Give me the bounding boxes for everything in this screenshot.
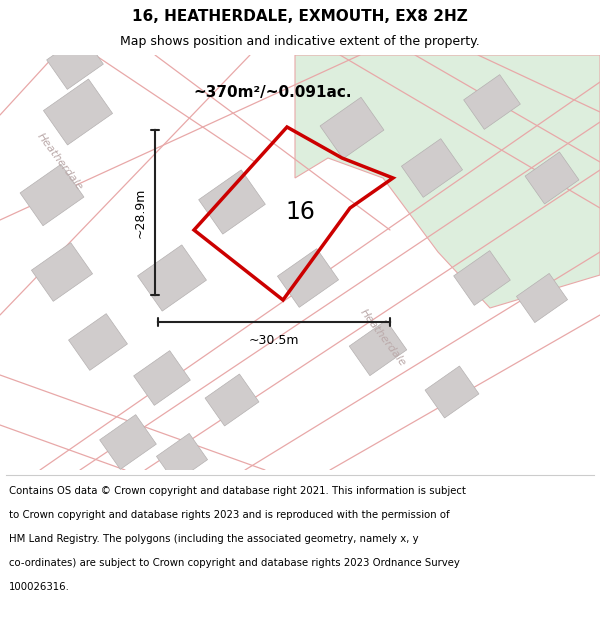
- Polygon shape: [199, 170, 265, 234]
- Polygon shape: [425, 366, 479, 418]
- Text: ~370m²/~0.091ac.: ~370m²/~0.091ac.: [193, 84, 352, 99]
- Polygon shape: [20, 164, 84, 226]
- Polygon shape: [43, 79, 113, 145]
- Polygon shape: [349, 321, 407, 376]
- Polygon shape: [454, 251, 511, 306]
- Polygon shape: [137, 245, 206, 311]
- Text: ~28.9m: ~28.9m: [134, 188, 147, 238]
- Polygon shape: [31, 242, 92, 301]
- Polygon shape: [68, 314, 127, 371]
- Text: HM Land Registry. The polygons (including the associated geometry, namely x, y: HM Land Registry. The polygons (includin…: [9, 534, 419, 544]
- Polygon shape: [157, 433, 208, 482]
- Text: Heatherdale: Heatherdale: [35, 131, 85, 192]
- Polygon shape: [525, 152, 579, 204]
- Polygon shape: [277, 249, 338, 308]
- Polygon shape: [401, 139, 463, 198]
- Text: co-ordinates) are subject to Crown copyright and database rights 2023 Ordnance S: co-ordinates) are subject to Crown copyr…: [9, 558, 460, 568]
- Polygon shape: [517, 273, 568, 322]
- Text: ~30.5m: ~30.5m: [249, 334, 299, 346]
- Text: 16, HEATHERDALE, EXMOUTH, EX8 2HZ: 16, HEATHERDALE, EXMOUTH, EX8 2HZ: [132, 9, 468, 24]
- Polygon shape: [134, 351, 190, 406]
- Polygon shape: [295, 55, 600, 308]
- Polygon shape: [464, 74, 520, 129]
- Text: to Crown copyright and database rights 2023 and is reproduced with the permissio: to Crown copyright and database rights 2…: [9, 509, 449, 519]
- Text: Contains OS data © Crown copyright and database right 2021. This information is : Contains OS data © Crown copyright and d…: [9, 486, 466, 496]
- Text: Map shows position and indicative extent of the property.: Map shows position and indicative extent…: [120, 35, 480, 48]
- Polygon shape: [320, 98, 384, 159]
- Text: 100026316.: 100026316.: [9, 582, 70, 592]
- Text: 16: 16: [285, 200, 315, 224]
- Polygon shape: [205, 374, 259, 426]
- Text: Heatherdale: Heatherdale: [358, 308, 408, 369]
- Polygon shape: [100, 414, 157, 469]
- Polygon shape: [47, 34, 103, 89]
